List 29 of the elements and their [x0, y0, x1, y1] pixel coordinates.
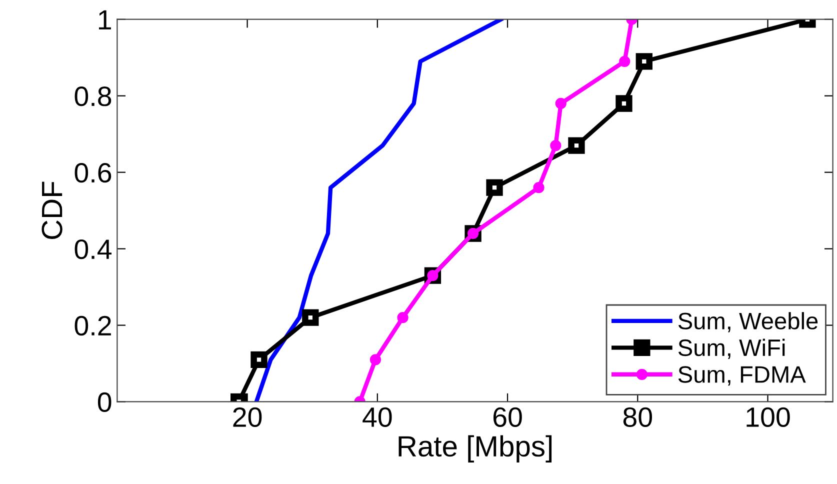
legend-label: Sum, WiFi	[678, 338, 785, 359]
y-tick-label: 1	[98, 10, 111, 30]
point	[555, 98, 566, 110]
y-tick-label: 0	[98, 392, 112, 412]
point	[550, 140, 562, 152]
point	[619, 56, 630, 67]
x-tick-label: 60	[493, 407, 522, 427]
point	[616, 95, 632, 112]
legend-label: Sum, FDMA	[678, 366, 806, 386]
x-tick-label: 20	[233, 407, 262, 427]
point	[636, 53, 652, 70]
point	[370, 354, 382, 366]
point	[568, 137, 585, 154]
y-tick-label: 0.8	[74, 86, 112, 106]
x-tick-label: 100	[746, 407, 790, 427]
y-tick-label: 0.2	[74, 316, 111, 336]
x-axis-title: Rate [Mbps]	[398, 435, 552, 462]
y-tick-label: 0.6	[74, 162, 112, 183]
y-tick-label: 0.4	[74, 239, 112, 260]
x-tick-label: 40	[362, 407, 392, 427]
point	[397, 312, 408, 324]
point	[250, 351, 268, 368]
line-series	[254, 19, 504, 402]
x-tick-label: 80	[623, 407, 652, 427]
point	[486, 179, 503, 196]
point	[533, 182, 544, 194]
point	[302, 309, 319, 326]
legend-label: Sum, Weeble	[678, 312, 818, 332]
y-axis-title: CDF	[42, 182, 62, 240]
